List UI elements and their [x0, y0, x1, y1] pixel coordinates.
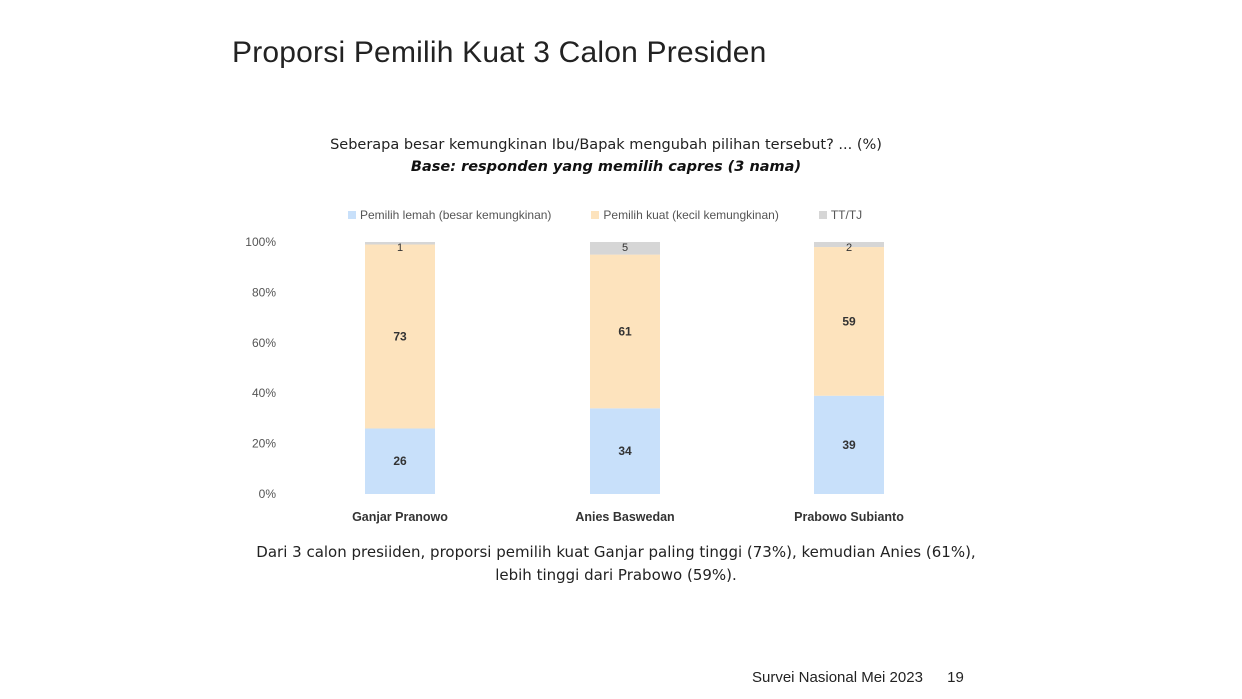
bar-segment	[814, 395, 884, 494]
caption-line-1: Dari 3 calon presiiden, proporsi pemilih…	[256, 543, 976, 561]
y-tick-label: 40%	[252, 386, 276, 400]
data-label: 1	[397, 242, 403, 254]
legend-item-strong: Pemilih kuat (kecil kemungkinan)	[591, 208, 779, 222]
category-label: Anies Baswedan	[575, 510, 674, 524]
legend-swatch-strong	[591, 211, 600, 219]
slide-footer: Survei Nasional Mei 2023 19	[752, 669, 964, 686]
data-label: 2	[846, 242, 852, 254]
legend-swatch-tttj	[818, 211, 827, 219]
caption-line-2: lebih tinggi dari Prabowo (59%).	[495, 566, 737, 584]
y-tick-label: 100%	[245, 235, 276, 249]
legend-label-weak: Pemilih lemah (besar kemungkinan)	[360, 208, 552, 222]
chart-title: Seberapa besar kemungkinan Ibu/Bapak men…	[330, 137, 882, 153]
data-label: 59	[842, 314, 856, 328]
bar-segment	[814, 242, 884, 248]
page-number: 19	[947, 669, 964, 686]
footer-label: Survei Nasional Mei 2023	[752, 669, 923, 686]
category-label: Prabowo Subianto	[794, 510, 904, 524]
bar-segment	[365, 428, 435, 494]
y-tick-label: 80%	[252, 285, 276, 299]
bar-segment	[365, 242, 435, 245]
slide-caption: Dari 3 calon presiiden, proporsi pemilih…	[0, 541, 1232, 587]
legend-label-tttj: TT/TJ	[830, 208, 863, 222]
data-label: 34	[618, 444, 632, 458]
y-tick-label: 20%	[252, 437, 276, 451]
bar-segment	[590, 408, 660, 494]
bar-segment	[365, 244, 435, 429]
category-label: Ganjar Pranowo	[352, 510, 448, 524]
data-label: 26	[393, 454, 407, 468]
data-label: 5	[622, 242, 628, 254]
bar-segment	[814, 247, 884, 396]
chart-legend: Pemilih lemah (besar kemungkinan) Pemili…	[348, 208, 862, 222]
legend-item-weak: Pemilih lemah (besar kemungkinan)	[348, 208, 551, 222]
legend-label-strong: Pemilih kuat (kecil kemungkinan)	[603, 208, 779, 222]
bar-segment	[590, 242, 660, 255]
data-label: 73	[393, 330, 407, 344]
data-label: 61	[618, 324, 632, 338]
slide-title: Proporsi Pemilih Kuat 3 Calon Presiden	[232, 36, 767, 69]
bar-segment	[590, 254, 660, 409]
legend-item-tttj: TT/TJ	[818, 208, 863, 222]
data-label: 39	[842, 438, 856, 452]
y-tick-label: 60%	[252, 336, 276, 350]
legend-swatch-weak	[348, 211, 356, 219]
chart-subtitle: Base: responden yang memilih capres (3 n…	[410, 159, 802, 175]
y-tick-label: 0%	[259, 487, 277, 501]
